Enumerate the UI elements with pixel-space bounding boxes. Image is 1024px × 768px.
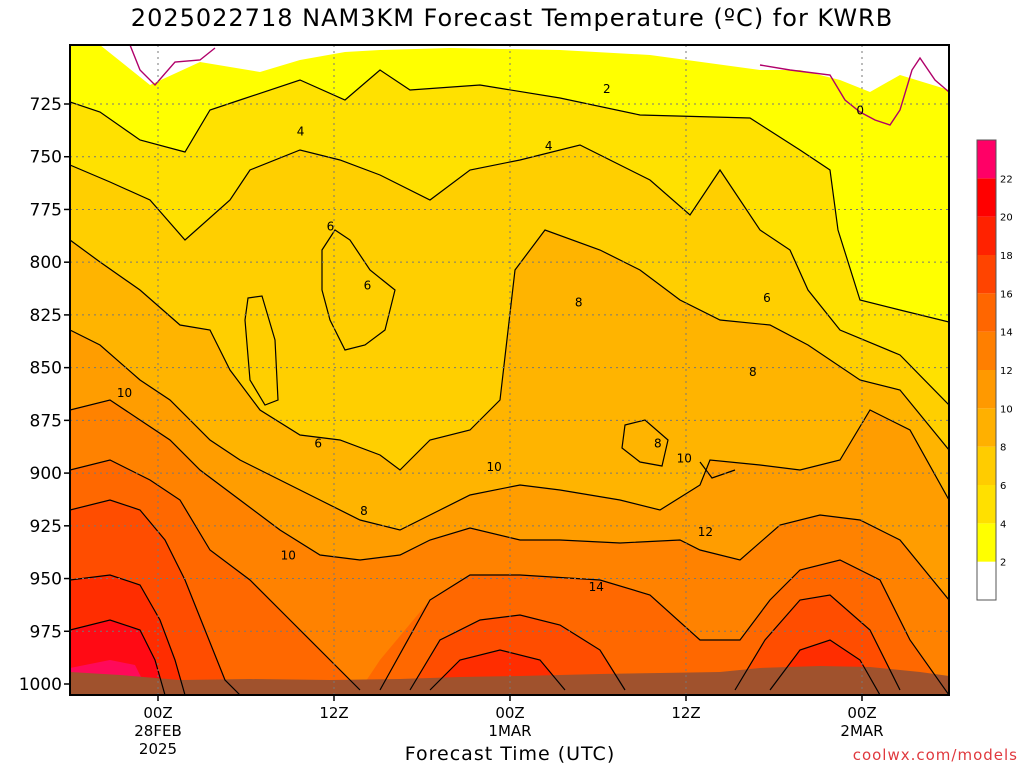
x-tick-label: 28FEB: [134, 722, 181, 740]
contour-label: 14: [589, 580, 604, 594]
contour-lines: [70, 45, 949, 695]
contour-label: 10: [117, 386, 132, 400]
contour-label: 8: [575, 295, 583, 309]
contour-label: 8: [360, 504, 368, 518]
colorbar-segment: [977, 446, 996, 485]
contour-label: 2: [603, 82, 611, 96]
contour-label: 4: [545, 139, 553, 153]
x-tick-label: 2MAR: [840, 722, 883, 740]
x-tick-label: 2025: [139, 740, 177, 758]
colorbar-segment: [977, 523, 996, 562]
y-tick-label: 850: [30, 359, 62, 379]
colorbar-label: 2: [1000, 558, 1006, 569]
y-tick-label: 750: [30, 148, 62, 168]
y-tick-label: 825: [30, 306, 62, 326]
contour-label: 10: [281, 548, 296, 562]
colorbar-segment: [977, 140, 996, 179]
colorbar: 2 4 6 8 10 12 14 16 18 20 22: [976, 139, 1013, 601]
contour-label: 12: [698, 525, 713, 539]
colorbar-segment: [977, 178, 996, 217]
colorbar-segment: [977, 331, 996, 370]
colorbar-label: 12: [1000, 366, 1013, 377]
y-tick-label: 925: [30, 517, 62, 537]
colorbar-label: 18: [1000, 251, 1013, 262]
contour-label: 8: [749, 365, 757, 379]
colorbar-segment: [977, 293, 996, 332]
contour-label: 10: [487, 460, 502, 474]
grid-lines: [70, 45, 949, 695]
colorbar-segment: [977, 561, 996, 600]
watermark-link[interactable]: coolwx.com/models: [852, 746, 1018, 764]
contour-label: 0: [856, 103, 864, 117]
x-tick-label: 12Z: [671, 704, 700, 722]
y-axis-ticks: 725 750 775 800 825 850 875 900 925 950 975 1000: [19, 95, 70, 695]
chart-title: 2025022718 NAM3KM Forecast Temperature (…: [130, 4, 894, 32]
colorbar-frame: [976, 139, 997, 601]
contour-label: 6: [314, 437, 322, 451]
y-tick-label: 975: [30, 622, 62, 642]
temperature-fill-field: [70, 45, 949, 695]
x-tick-label: 00Z: [495, 704, 524, 722]
contour-label-group: 2 0 4 4 6 6 6 8 8 8 10 10 10 6 8 10 12 14: [117, 82, 864, 594]
y-tick-label: 725: [30, 95, 62, 115]
contour-label: 4: [297, 124, 305, 138]
colorbar-label: 20: [1000, 213, 1013, 224]
x-tick-label: 00Z: [847, 704, 876, 722]
contour-label: 6: [364, 278, 372, 292]
colorbar-label: 14: [1000, 328, 1013, 339]
contour-label: 6: [763, 291, 771, 305]
contour-label: 6: [327, 219, 335, 233]
colorbar-label: 16: [1000, 289, 1013, 300]
colorbar-label: 6: [1000, 481, 1006, 492]
x-axis-title: Forecast Time (UTC): [404, 743, 616, 765]
colorbar-label: 22: [1000, 174, 1013, 185]
y-tick-label: 1000: [19, 675, 62, 695]
colorbar-label: 10: [1000, 404, 1013, 415]
colorbar-segment: [977, 408, 996, 447]
y-tick-label: 775: [30, 200, 62, 220]
contour-label: 8: [654, 437, 662, 451]
colorbar-label: 4: [1000, 519, 1006, 530]
x-tick-label: 1MAR: [488, 722, 531, 740]
colorbar-segment: [977, 255, 996, 294]
colorbar-segment: [977, 216, 996, 255]
contour-label: 10: [677, 451, 692, 465]
y-tick-label: 800: [30, 253, 62, 273]
colorbar-label: 8: [1000, 443, 1006, 454]
y-tick-label: 950: [30, 570, 62, 590]
colorbar-segment: [977, 485, 996, 524]
colorbar-segment: [977, 370, 996, 409]
y-tick-label: 900: [30, 464, 62, 484]
x-tick-label: 12Z: [319, 704, 348, 722]
x-tick-label: 00Z: [143, 704, 172, 722]
y-tick-label: 875: [30, 411, 62, 431]
